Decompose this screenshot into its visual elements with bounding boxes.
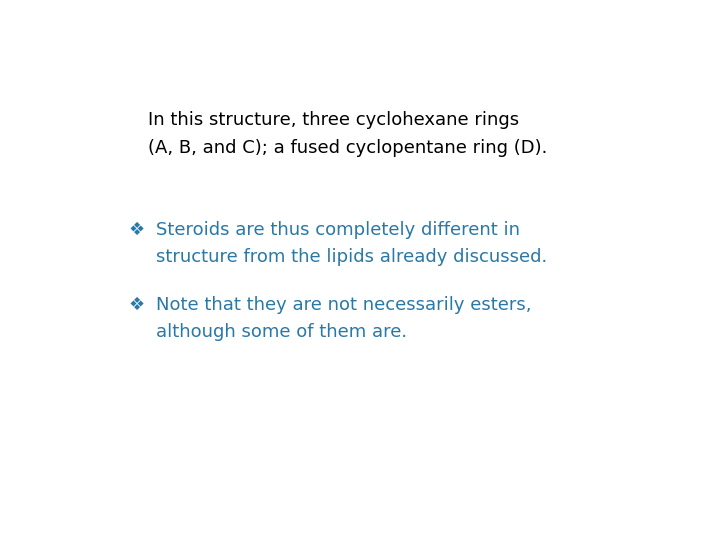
Text: structure from the lipids already discussed.: structure from the lipids already discus… (156, 248, 547, 266)
Text: ❖: ❖ (129, 221, 145, 239)
Text: although some of them are.: although some of them are. (156, 323, 407, 341)
Text: ❖: ❖ (129, 296, 145, 314)
Text: In this structure, three cyclohexane rings: In this structure, three cyclohexane rin… (148, 111, 519, 129)
Text: Note that they are not necessarily esters,: Note that they are not necessarily ester… (156, 296, 531, 314)
Text: (A, B, and C); a fused cyclopentane ring (D).: (A, B, and C); a fused cyclopentane ring… (148, 139, 547, 157)
Text: Steroids are thus completely different in: Steroids are thus completely different i… (156, 221, 520, 239)
